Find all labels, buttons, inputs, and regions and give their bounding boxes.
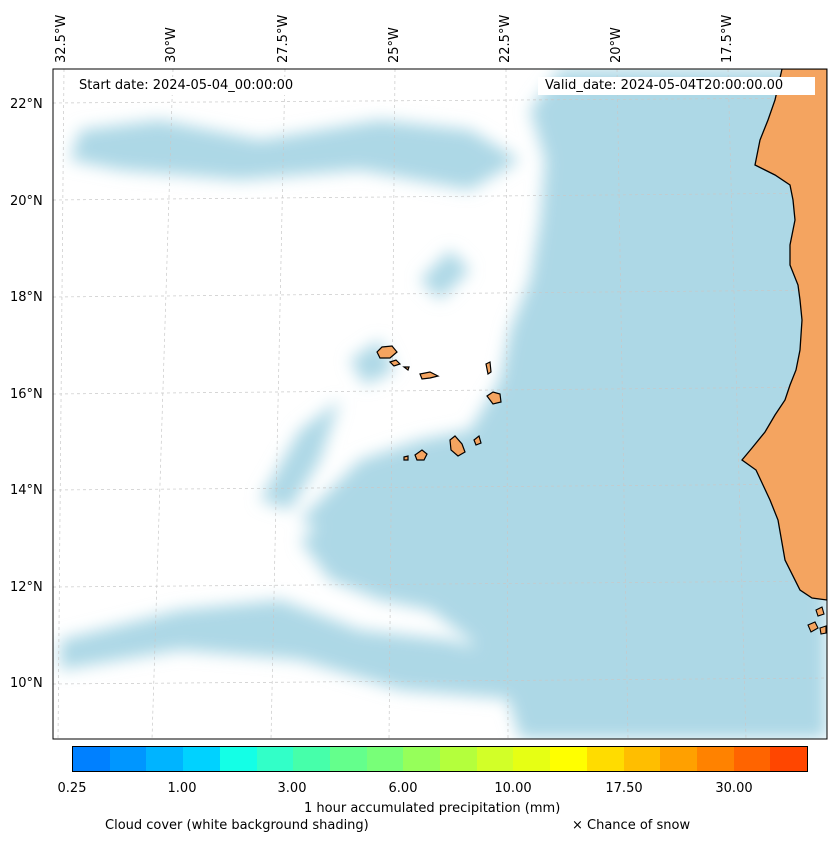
lat-label-14n: 14°N <box>10 483 43 498</box>
map-frame <box>52 68 828 740</box>
colorbar-tick-1-00: 1.00 <box>167 781 197 796</box>
colorbar-segment <box>366 747 404 771</box>
lat-label-12n: 12°N <box>10 580 43 595</box>
colorbar-segment <box>256 747 294 771</box>
lon-label-32-5w: 32.5°W <box>54 14 69 63</box>
lat-label-22n: 22°N <box>10 97 43 112</box>
colorbar-tick-10-00: 10.00 <box>494 781 532 796</box>
colorbar-segment <box>183 747 220 771</box>
colorbar-tick-0-25: 0.25 <box>57 781 87 796</box>
colorbar-segment <box>660 747 697 771</box>
colorbar-segment <box>440 747 477 771</box>
colorbar-segment <box>770 747 808 771</box>
valid-date-label: Valid_date: 2024-05-04T20:00:00.00 <box>538 77 815 95</box>
lon-label-22-5w: 22.5°W <box>498 14 513 63</box>
cloud-cover-shading <box>60 69 827 739</box>
precipitation-colorbar <box>72 746 808 772</box>
island-brava <box>403 455 409 461</box>
colorbar-segment <box>696 747 734 771</box>
colorbar-segment <box>329 747 367 771</box>
island-fogo <box>414 449 428 461</box>
island-bijagos-3 <box>819 625 827 635</box>
colorbar-segment <box>403 747 441 771</box>
colorbar-tick-3-00: 3.00 <box>277 781 307 796</box>
lat-label-20n: 20°N <box>10 194 43 209</box>
lon-label-17-5w: 17.5°W <box>720 14 735 63</box>
island-santa-luzia <box>402 366 410 371</box>
colorbar-label: 1 hour accumulated precipitation (mm) <box>304 801 561 816</box>
colorbar-segment <box>550 747 587 771</box>
island-bijagos-1 <box>807 621 819 633</box>
lon-label-30w: 30°W <box>164 27 179 63</box>
colorbar-segment <box>586 747 624 771</box>
island-santiago <box>449 435 466 457</box>
island-sao-vicente <box>388 359 402 367</box>
colorbar-tick-6-00: 6.00 <box>388 781 418 796</box>
island-bijagos-2 <box>815 606 825 617</box>
lon-label-20w: 20°W <box>609 27 624 63</box>
lat-label-18n: 18°N <box>10 290 43 305</box>
colorbar-segment <box>293 747 330 771</box>
lat-label-16n: 16°N <box>10 387 43 402</box>
island-maio <box>473 434 482 446</box>
island-sal <box>485 361 492 375</box>
colorbar-segment <box>219 747 257 771</box>
west-africa-landmass <box>741 69 827 601</box>
island-boa-vista <box>486 391 502 405</box>
island-santo-antao <box>376 345 398 359</box>
colorbar-segment <box>623 747 661 771</box>
colorbar-segment <box>146 747 184 771</box>
start-date-label: Start date: 2024-05-04_00:00:00 <box>72 77 319 95</box>
colorbar-segment <box>109 747 147 771</box>
colorbar-segment <box>73 747 110 771</box>
colorbar-tick-30-00: 30.00 <box>715 781 753 796</box>
snow-legend: × Chance of snow <box>572 818 691 833</box>
gridlines <box>53 69 827 739</box>
lat-label-10n: 10°N <box>10 676 43 691</box>
colorbar-tick-17-50: 17.50 <box>605 781 643 796</box>
colorbar-segment <box>733 747 771 771</box>
island-sao-nicolau <box>419 371 440 380</box>
colorbar-segment <box>513 747 551 771</box>
cloud-cover-legend: Cloud cover (white background shading) <box>105 818 369 833</box>
colorbar-segment <box>476 747 514 771</box>
lon-label-27-5w: 27.5°W <box>276 14 291 63</box>
lon-label-25w: 25°W <box>387 27 402 63</box>
